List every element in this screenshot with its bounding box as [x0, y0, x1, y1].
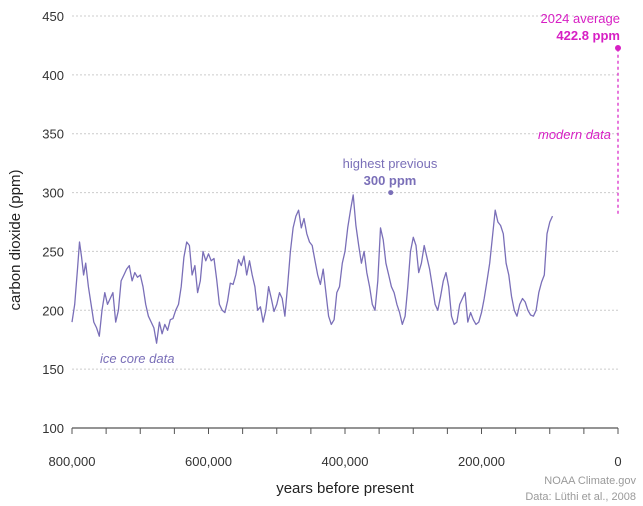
source-line-2: Data: Lüthi et al., 2008: [525, 491, 636, 503]
peak-point: [388, 190, 394, 196]
x-axis-title: years before present: [276, 480, 414, 497]
ice-core-label: ice core data: [100, 351, 174, 366]
y-tick-label: 350: [42, 127, 64, 142]
y-tick-label: 200: [42, 303, 64, 318]
current-average-label: 2024 average: [540, 11, 620, 26]
x-tick-label: 400,000: [322, 454, 369, 469]
annotation-marks: [388, 45, 621, 214]
y-axis-ticks: 100 150 200 250 300 350 400 450: [42, 9, 64, 436]
y-axis-title: carbon dioxide (ppm): [7, 170, 24, 311]
peak-label: highest previous: [343, 156, 438, 171]
y-tick-label: 100: [42, 421, 64, 436]
y-tick-label: 400: [42, 68, 64, 83]
ice-core-line: [71, 194, 554, 344]
y-tick-label: 300: [42, 186, 64, 201]
modern-data-label: modern data: [538, 127, 611, 142]
x-tick-label: 200,000: [458, 454, 505, 469]
ice-core-series: [71, 194, 554, 344]
x-axis-ticks: 800,000 600,000 400,000 200,000 0: [49, 428, 622, 469]
y-tick-label: 250: [42, 244, 64, 259]
peak-value-label: 300 ppm: [364, 173, 417, 188]
current-value-label: 422.8 ppm: [556, 28, 620, 43]
y-tick-label: 450: [42, 9, 64, 24]
gridlines: [72, 15, 618, 429]
source-line-1: NOAA Climate.gov: [544, 475, 636, 487]
x-tick-label: 800,000: [49, 454, 96, 469]
current-point: [615, 45, 621, 52]
x-tick-label: 0: [614, 454, 621, 469]
x-tick-label: 600,000: [185, 454, 232, 469]
y-tick-label: 150: [42, 362, 64, 377]
